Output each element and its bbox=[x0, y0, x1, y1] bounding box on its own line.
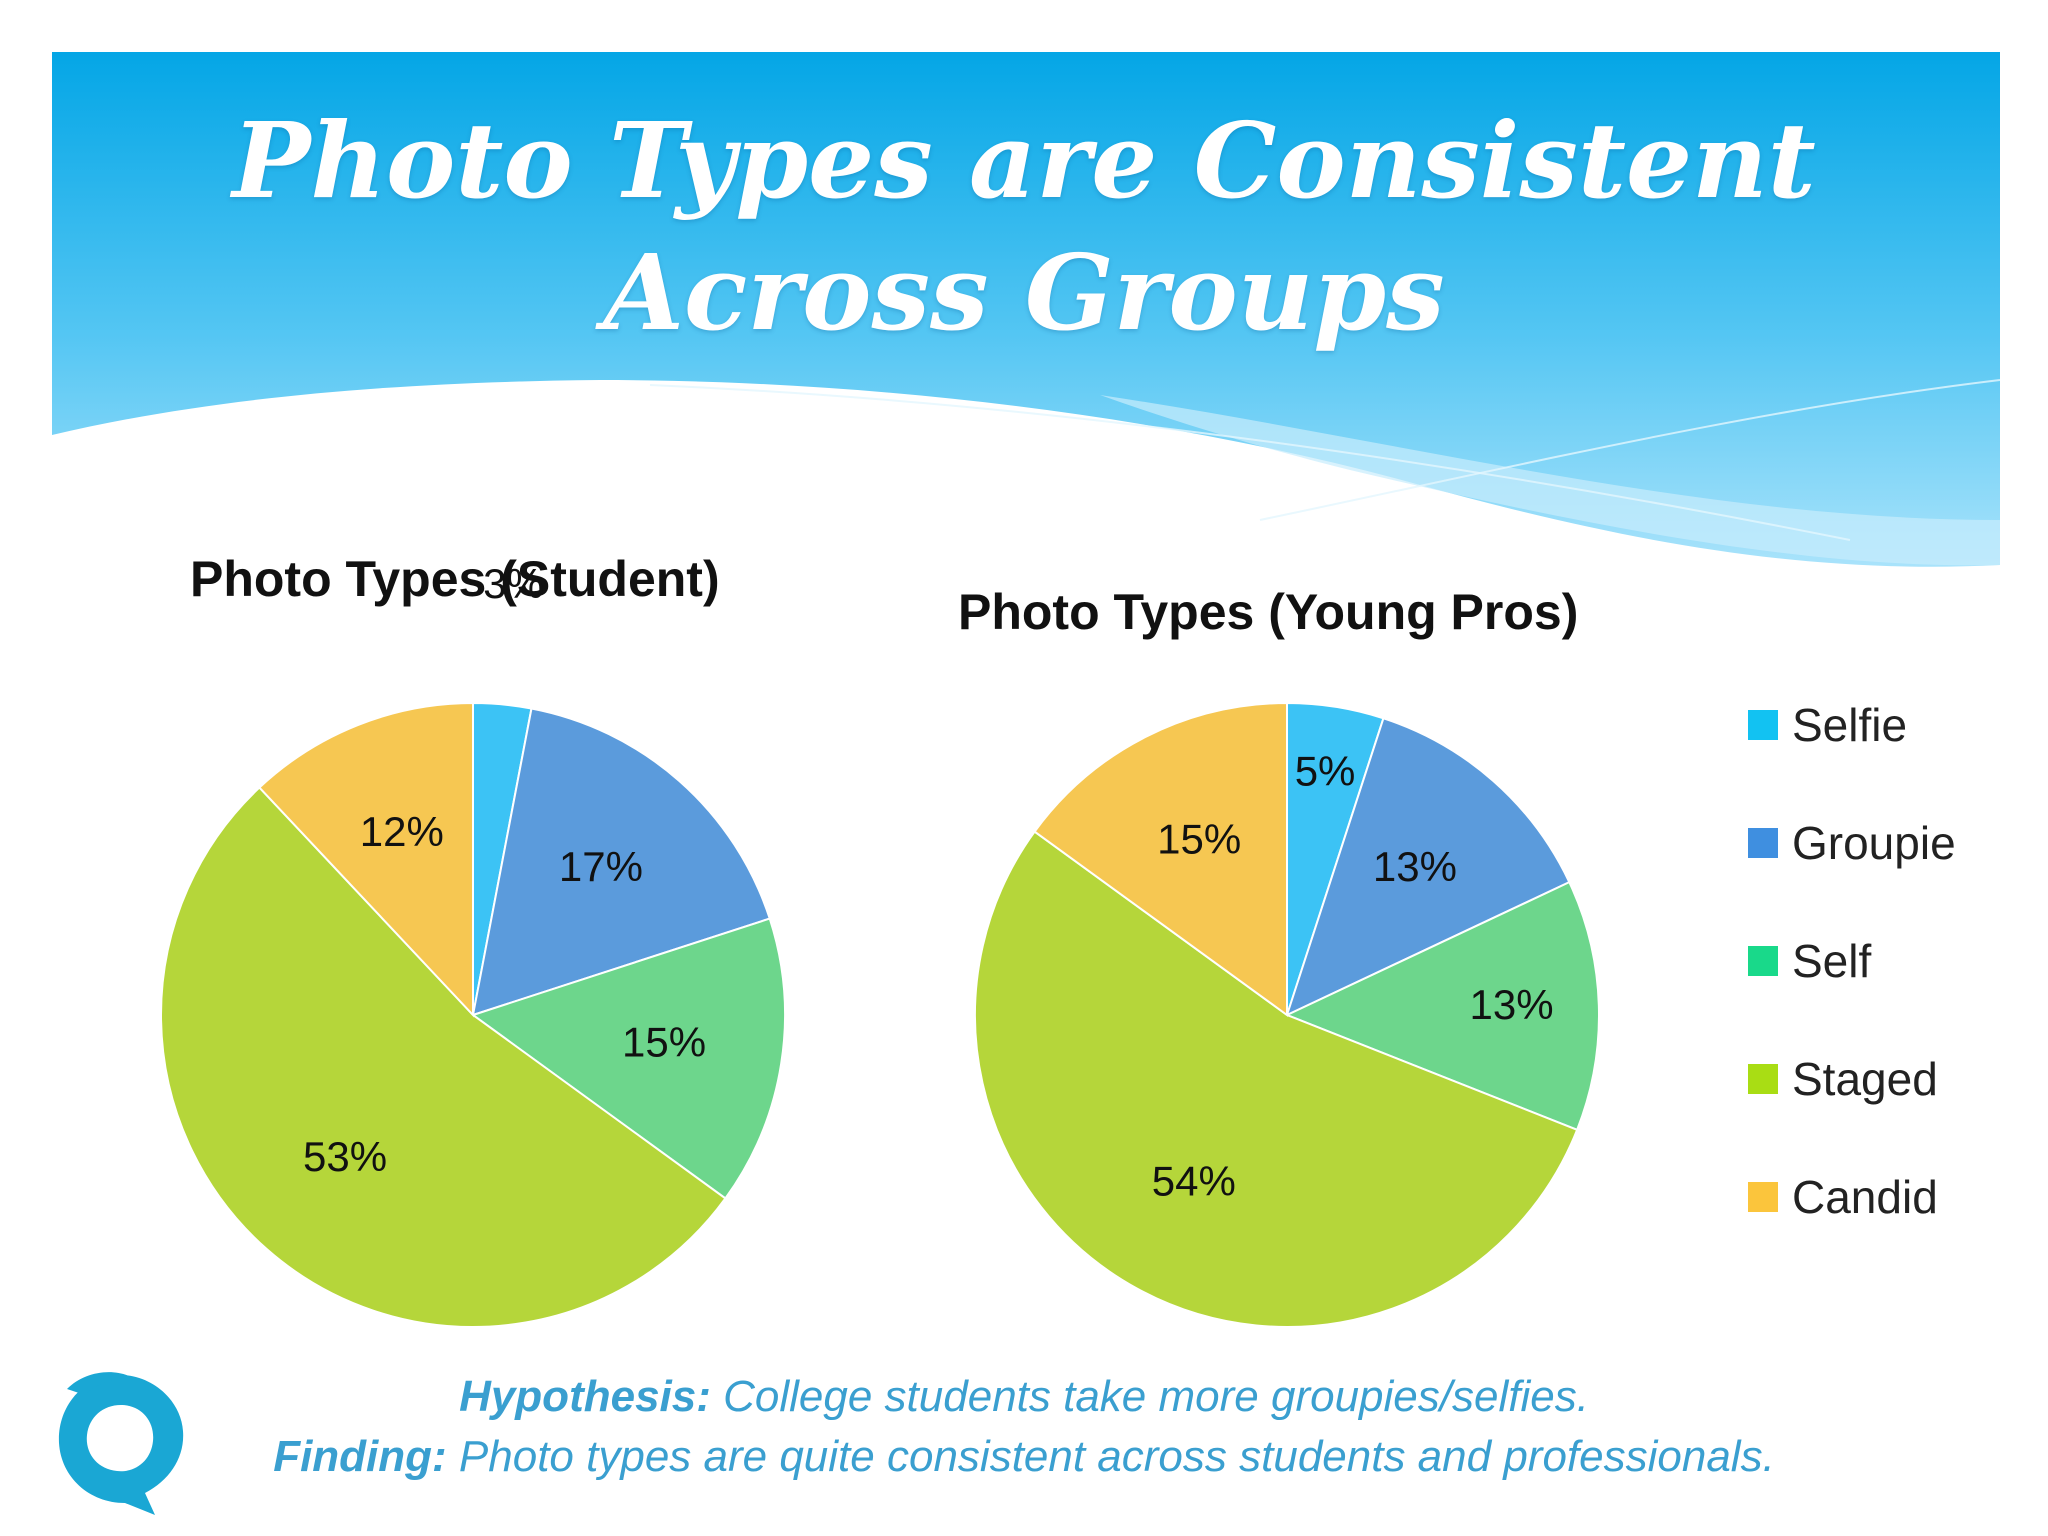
student-label-candid: 12% bbox=[360, 808, 444, 855]
legend-item-groupie: Groupie bbox=[1748, 817, 1956, 869]
young-pros-label-groupie: 13% bbox=[1373, 843, 1457, 890]
student-label-groupie: 17% bbox=[559, 843, 643, 890]
student-slice-candid bbox=[258, 701, 474, 1018]
finding-text: Photo types are quite consistent across … bbox=[458, 1432, 1775, 1481]
legend-swatch-selfie bbox=[1748, 710, 1778, 740]
young-pros-label-staged: 54% bbox=[1152, 1158, 1236, 1205]
young-pros-slice-staged bbox=[974, 830, 1579, 1328]
legend-swatch-self bbox=[1748, 946, 1778, 976]
legend-label-groupie: Groupie bbox=[1792, 817, 1956, 869]
young-pros-slice-self bbox=[1284, 880, 1600, 1132]
legend-label-selfie: Selfie bbox=[1792, 699, 1908, 751]
legend-item-candid: Candid bbox=[1748, 1171, 1938, 1223]
student-label-selfie: 3% bbox=[483, 560, 544, 607]
hypothesis-line: Hypothesis: College students take more g… bbox=[0, 1372, 2048, 1422]
slide-title-line1: Photo Types are Consistent bbox=[232, 99, 1816, 222]
student-slice-groupie bbox=[471, 707, 771, 1017]
legend-swatch-candid bbox=[1748, 1182, 1778, 1212]
legend-item-self: Self bbox=[1748, 935, 1872, 987]
legend-item-staged: Staged bbox=[1748, 1053, 1938, 1105]
header-background bbox=[52, 52, 2001, 567]
slide-title: Photo Types are Consistent Across Groups bbox=[0, 95, 2048, 359]
young-pros-label-self: 13% bbox=[1469, 981, 1553, 1028]
hypothesis-label: Hypothesis: bbox=[459, 1372, 711, 1421]
slide-title-line2: Across Groups bbox=[603, 231, 1445, 354]
young-pros-slice-groupie bbox=[1285, 717, 1571, 1017]
hypothesis-text: College students take more groupies/self… bbox=[723, 1372, 1589, 1421]
dolphin-logo-icon bbox=[58, 1372, 184, 1515]
student-label-staged: 53% bbox=[303, 1133, 387, 1180]
young-pros-slice-candid bbox=[1033, 701, 1288, 1017]
finding-label: Finding: bbox=[273, 1432, 447, 1481]
young-pros-pie-chart: 5% 13% 13% 54% 15% bbox=[974, 701, 1600, 1328]
young-pros-chart-title: Photo Types (Young Pros) bbox=[958, 584, 1579, 640]
finding-line: Finding: Photo types are quite consisten… bbox=[0, 1432, 2048, 1482]
legend-label-candid: Candid bbox=[1792, 1171, 1938, 1223]
student-pie-chart: 3% 17% 15% 53% 12% bbox=[160, 560, 786, 1328]
student-slice-self bbox=[470, 917, 786, 1200]
legend-swatch-groupie bbox=[1748, 828, 1778, 858]
legend-item-selfie: Selfie bbox=[1748, 699, 1908, 751]
student-chart-title: Photo Types (Student) bbox=[190, 551, 720, 607]
student-label-self: 15% bbox=[622, 1018, 706, 1065]
legend-swatch-staged bbox=[1748, 1064, 1778, 1094]
legend-label-self: Self bbox=[1792, 935, 1872, 987]
legend-label-staged: Staged bbox=[1792, 1053, 1938, 1105]
student-slice-staged bbox=[160, 786, 727, 1328]
young-pros-label-selfie: 5% bbox=[1295, 748, 1356, 795]
young-pros-label-candid: 15% bbox=[1157, 816, 1241, 863]
